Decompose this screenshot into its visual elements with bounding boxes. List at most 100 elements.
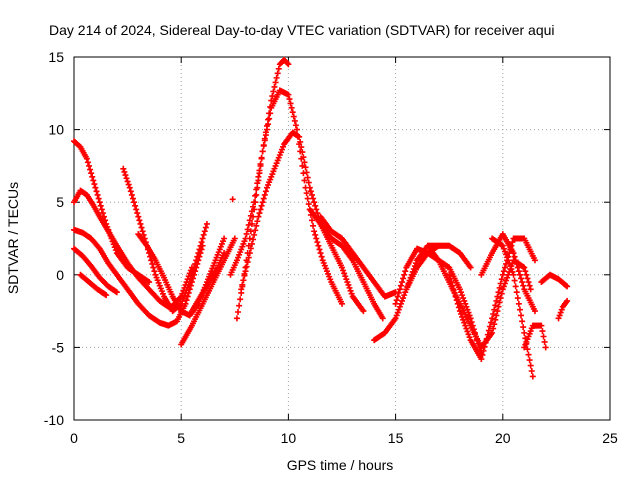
data-point [400, 295, 407, 302]
data-point [462, 322, 469, 329]
data-point [343, 276, 350, 283]
data-point [498, 290, 505, 297]
data-point [347, 287, 354, 294]
data-point [494, 293, 501, 300]
data-point [146, 279, 153, 286]
data-point [399, 297, 406, 304]
data-point [241, 272, 248, 279]
data-point [504, 274, 511, 281]
tick-layer: 0 5 10 15 20 25 -10 -5 0 5 10 15 [44, 49, 618, 446]
data-point [454, 300, 461, 307]
data-point [244, 226, 251, 233]
data-point [303, 190, 310, 197]
data-point [265, 116, 272, 123]
y-tick-label: 15 [48, 49, 64, 65]
data-point [491, 321, 498, 328]
x-tick-label: 5 [177, 430, 185, 446]
data-point [252, 192, 259, 199]
data-point [303, 169, 310, 176]
data-point [96, 199, 103, 206]
data-point [239, 281, 246, 288]
data-point [518, 312, 525, 319]
data-point [261, 191, 268, 198]
data-point [271, 83, 278, 90]
data-point [94, 191, 101, 198]
data-point [316, 246, 323, 253]
data-point [563, 282, 570, 289]
x-tick-label: 0 [70, 430, 78, 446]
data-point [482, 339, 489, 346]
data-point [564, 283, 571, 290]
data-point [254, 218, 261, 225]
data-point [90, 177, 97, 184]
data-point [254, 184, 261, 191]
data-point [311, 199, 318, 206]
data-point [274, 70, 281, 77]
data-point [308, 217, 315, 224]
data-point [491, 306, 498, 313]
data-point [189, 268, 196, 275]
data-point [507, 263, 514, 270]
data-point [499, 242, 506, 249]
data-point [490, 311, 497, 318]
data-point [262, 129, 269, 136]
data-point [302, 164, 309, 171]
data-point [511, 277, 518, 284]
data-point [393, 312, 400, 319]
data-point [488, 319, 495, 326]
data-point [513, 260, 520, 267]
data-point [402, 289, 409, 296]
y-axis-label: SDTVAR / TECUs [5, 182, 21, 294]
data-point [126, 184, 133, 191]
data-point [339, 300, 345, 307]
series-sat-x [538, 271, 571, 290]
data-point [97, 202, 104, 209]
data-point [286, 96, 293, 103]
data-point [236, 302, 243, 309]
data-point [191, 264, 198, 271]
data-point [396, 303, 403, 310]
data-point [291, 117, 298, 124]
data-point [523, 271, 530, 278]
data-point [298, 144, 305, 151]
data-point [486, 323, 493, 330]
data-point [531, 257, 538, 264]
data-point [256, 170, 263, 177]
data-point [392, 315, 399, 322]
data-point [520, 324, 527, 331]
data-point [275, 65, 282, 72]
chart-title: Day 214 of 2024, Sidereal Day-to-day VTE… [49, 22, 555, 38]
data-point [197, 242, 204, 249]
data-point [345, 281, 352, 288]
series-sat-f [120, 165, 210, 315]
data-point [312, 231, 319, 238]
data-point [451, 289, 458, 296]
data-point [465, 331, 472, 338]
data-point [466, 334, 473, 341]
x-tick-label: 15 [388, 430, 404, 446]
data-point [129, 195, 136, 202]
data-point [400, 275, 407, 282]
data-point [492, 316, 499, 323]
data-point [299, 149, 306, 156]
data-point [460, 316, 467, 323]
data-point [290, 113, 297, 120]
data-point [193, 257, 200, 264]
series-sat-i [188, 250, 228, 315]
data-point [447, 275, 454, 282]
data-point [483, 335, 490, 342]
data-point [392, 300, 399, 307]
series-sat-l [238, 129, 367, 315]
data-point [526, 357, 533, 364]
series-sat-w [521, 322, 549, 351]
y-tick-label: 0 [56, 267, 64, 283]
data-point [123, 175, 130, 182]
series-sat-a [71, 138, 153, 286]
data-point [301, 159, 308, 166]
data-point [120, 165, 127, 172]
data-point [516, 271, 523, 278]
data-point [515, 268, 522, 275]
data-point [360, 308, 367, 315]
data-point [252, 227, 259, 234]
data-point [461, 297, 468, 304]
